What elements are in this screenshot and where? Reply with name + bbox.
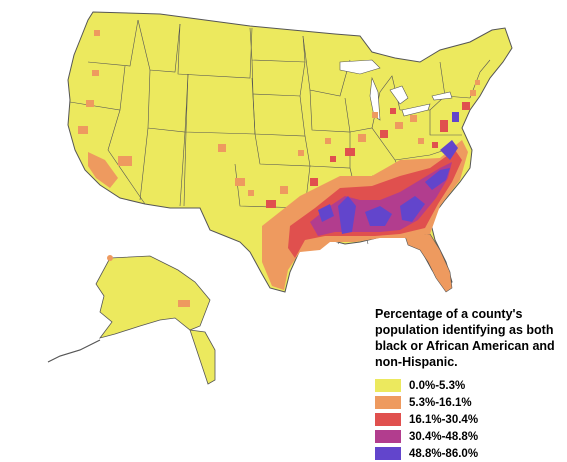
legend-label: 0.0%-5.3% [409, 379, 466, 392]
legend-label: 16.1%-30.4% [409, 413, 479, 426]
legend-label: 48.8%-86.0% [409, 447, 479, 460]
scattered-counties [266, 80, 480, 208]
legend: Percentage of a county's population iden… [375, 306, 563, 462]
legend-swatch [375, 413, 401, 426]
legend-item: 5.3%-16.1% [375, 394, 563, 411]
legend-item: 0.0%-5.3% [375, 377, 563, 394]
legend-item: 30.4%-48.8% [375, 428, 563, 445]
legend-swatch [375, 379, 401, 392]
us-county-map [47, 11, 513, 385]
west-counties [78, 30, 254, 196]
florida [404, 233, 453, 293]
legend-item: 48.8%-86.0% [375, 445, 563, 462]
south-density [262, 140, 468, 290]
legend-label: 5.3%-16.1% [409, 396, 472, 409]
legend-item: 16.1%-30.4% [375, 411, 563, 428]
legend-list: 0.0%-5.3% 5.3%-16.1% 16.1%-30.4% 30.4%-4… [375, 377, 563, 462]
alaska [95, 255, 211, 339]
legend-title: Percentage of a county's population iden… [375, 307, 555, 369]
legend-label: 30.4%-48.8% [409, 430, 479, 443]
legend-swatch [375, 430, 401, 443]
legend-swatch [375, 447, 401, 460]
alaska-panhandle [189, 329, 216, 385]
legend-swatch [375, 396, 401, 409]
great-lakes [339, 59, 453, 121]
